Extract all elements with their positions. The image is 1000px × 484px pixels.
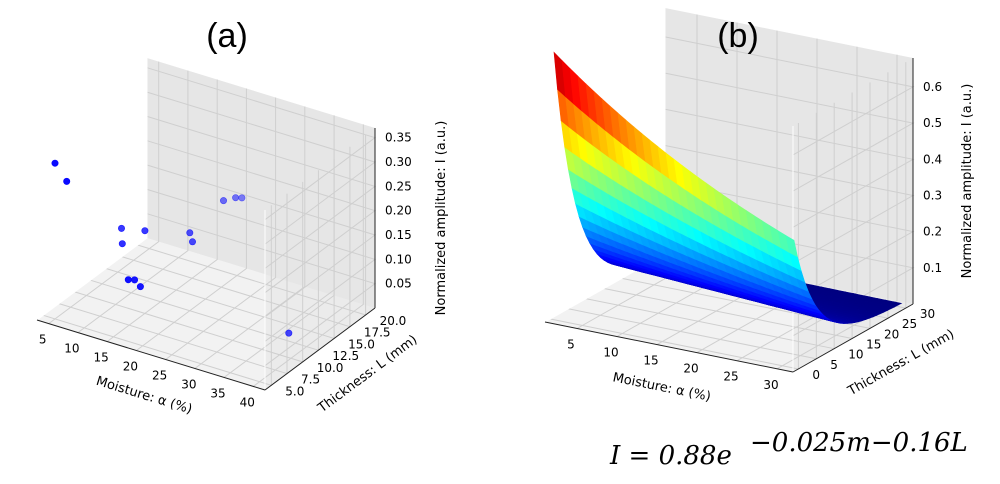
x-gridline [776, 54, 898, 370]
x-axis-line [544, 321, 794, 373]
z-tick-label: 0.25 [385, 179, 412, 193]
z-tick-label: 0.10 [385, 252, 412, 266]
x-axis-label: Moisture: α (%) [94, 374, 194, 418]
z-tick-label: 0.05 [385, 277, 412, 291]
scatter-point [124, 276, 132, 284]
y-axis-label: Thickness: L (mm) [845, 327, 957, 399]
y-tick-label: 12.5 [332, 349, 359, 363]
z-axis-label: Normalized amplitude: I (a.u.) [434, 121, 449, 316]
scatter-point [220, 197, 228, 205]
scatter-point [118, 224, 126, 232]
x-tick-label: 10 [603, 346, 618, 360]
z-tick-label: 0.1 [923, 261, 942, 275]
panel-a-label: (a) [206, 17, 248, 55]
y-tick-label: 7.5 [301, 373, 320, 387]
panel-a: 5 10 15 20 25 30 35 40 5.07.510.012.515.017.520.… [35, 58, 449, 418]
y-tick-label: 25 [902, 317, 917, 331]
y-tick-label: 30 [920, 307, 935, 321]
y-tick-label: 10.0 [317, 361, 344, 375]
y-tick-label: 15 [866, 338, 881, 352]
x-tick-label: 40 [240, 395, 255, 409]
scatter-point [141, 227, 149, 235]
x-gridline [77, 70, 189, 334]
y-tick-label: 5.0 [285, 384, 304, 398]
z-tick-label: 0.2 [923, 225, 942, 239]
panel-b: 510152025300510152025300.10.20.30.40.50.… [543, 8, 975, 405]
x-gridline [253, 124, 364, 387]
equation-exponent: −0.025m−0.16L [750, 428, 968, 458]
scatter-point [186, 229, 194, 237]
x-tick-label: 30 [181, 377, 196, 391]
x-tick-label: 5 [39, 333, 47, 347]
y-tick-label: 20 [884, 327, 899, 341]
x-gridline [736, 46, 858, 362]
z-tick-label: 0.30 [385, 155, 412, 169]
y-tick-label: 0 [812, 368, 820, 382]
z-tick-label: 0.15 [385, 228, 412, 242]
x-gridline [194, 106, 306, 369]
x-tick-label: 30 [763, 378, 778, 392]
y-tick-label: 17.5 [364, 326, 391, 340]
x-tick-label: 25 [723, 370, 738, 384]
x-tick-label: 20 [683, 362, 698, 376]
scatter-point [136, 283, 144, 291]
x-tick-label: 5 [567, 337, 575, 351]
x-tick-label: 15 [643, 354, 658, 368]
x-gridline [106, 79, 218, 342]
scatter-point [51, 159, 59, 167]
x-tick-label: 35 [210, 386, 225, 400]
y-tick-label: 5 [830, 358, 838, 372]
x-gridline [136, 88, 247, 351]
scatter-point [285, 329, 293, 337]
z-tick-label: 0.5 [923, 116, 942, 130]
x-tick-label: 15 [94, 351, 109, 365]
surface-facet [785, 234, 798, 258]
x-tick-label: 10 [64, 342, 79, 356]
y-tick-label: 10 [848, 348, 863, 362]
scatter-point [118, 240, 126, 248]
y-axis-line [792, 303, 914, 373]
x-tick-label: 20 [123, 360, 138, 374]
x-axis-line [36, 319, 266, 391]
z-tick-label: 0.20 [385, 204, 412, 218]
x-gridline [48, 61, 160, 325]
equation-lhs: I = 0.88e [609, 441, 732, 471]
z-axis-label: Normalized amplitude: I (a.u.) [960, 84, 975, 279]
y-axis-line [264, 307, 376, 391]
scatter-point [63, 177, 71, 185]
x-gridline [696, 38, 818, 354]
surface-plot [553, 51, 903, 324]
y-tick-label: 15.0 [348, 337, 375, 351]
scatter-point [238, 194, 246, 202]
scatter-point [189, 238, 197, 246]
scatter-point [232, 194, 240, 202]
z-tick-label: 0.6 [923, 80, 942, 94]
x-tick-label: 25 [152, 368, 167, 382]
scatter-point [131, 276, 139, 284]
z-tick-label: 0.35 [385, 131, 412, 145]
model-equation: I = 0.88e −0.025m−0.16L [609, 428, 968, 471]
z-tick-label: 0.3 [923, 188, 942, 202]
panel-b-label: (b) [717, 17, 759, 55]
y-tick-label: 20.0 [380, 314, 407, 328]
x-gridline [165, 97, 277, 360]
z-tick-label: 0.4 [923, 152, 942, 166]
